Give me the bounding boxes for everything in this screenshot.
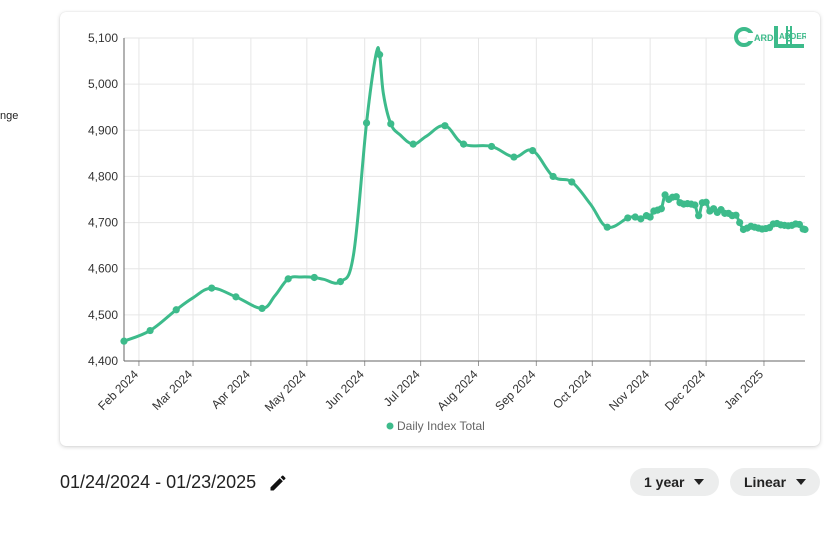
x-tick-label: Apr 2024 xyxy=(209,367,254,412)
data-point[interactable] xyxy=(510,153,518,161)
y-tick-label: 4,600 xyxy=(88,262,118,276)
data-point[interactable] xyxy=(120,337,128,345)
x-tick-label: Sep 2024 xyxy=(492,367,538,413)
data-point[interactable] xyxy=(208,284,216,292)
data-point[interactable] xyxy=(146,326,154,335)
data-point[interactable] xyxy=(284,275,292,283)
data-point[interactable] xyxy=(736,218,744,227)
data-point[interactable] xyxy=(624,214,632,222)
y-tick-label: 4,500 xyxy=(88,308,118,322)
x-tick-label: Dec 2024 xyxy=(662,367,708,413)
data-point[interactable] xyxy=(362,119,371,127)
y-tick-label: 4,700 xyxy=(88,216,118,230)
data-point[interactable] xyxy=(310,273,318,282)
line-chart: 4,400 4,500 4,600 4,700 4,800 4,900 5,000 5,100… xyxy=(88,31,809,433)
legend-marker xyxy=(386,422,394,430)
x-tick-label: Feb 2024 xyxy=(95,367,141,413)
svg-text:ARD: ARD xyxy=(754,33,774,43)
y-tick-label: 4,400 xyxy=(88,354,118,368)
x-tick-label: May 2024 xyxy=(262,367,309,414)
period-dropdown[interactable]: 1 year xyxy=(630,468,719,496)
legend-label[interactable]: Daily Index Total xyxy=(397,419,485,433)
y-tick-label: 5,000 xyxy=(88,77,118,91)
series-line xyxy=(122,46,807,343)
scale-dropdown[interactable]: Linear xyxy=(730,468,820,496)
data-point[interactable] xyxy=(232,293,240,301)
data-point[interactable] xyxy=(568,178,576,186)
chevron-down-icon xyxy=(694,479,705,485)
data-point[interactable] xyxy=(801,225,809,234)
x-tick-label: Jun 2024 xyxy=(322,367,367,412)
x-tick-label: Oct 2024 xyxy=(550,367,595,412)
chart-card: 4,400 4,500 4,600 4,700 4,800 4,900 5,000 5,100… xyxy=(60,12,820,446)
period-dropdown-label: 1 year xyxy=(644,474,685,490)
data-point[interactable] xyxy=(409,140,417,148)
date-range-text: 01/24/2024 - 01/23/2025 xyxy=(60,472,257,492)
scale-dropdown-label: Linear xyxy=(744,474,787,490)
x-tick-label: Jan 2025 xyxy=(721,367,766,412)
svg-text:ADDER: ADDER xyxy=(779,32,806,41)
cropped-side-label: nge xyxy=(0,110,19,122)
data-point[interactable] xyxy=(637,215,645,223)
data-point[interactable] xyxy=(646,213,654,221)
x-tick-label: Mar 2024 xyxy=(149,367,195,413)
date-range: 01/24/2024 - 01/23/2025 xyxy=(60,472,288,493)
data-point[interactable] xyxy=(387,120,395,128)
x-tick-label: Nov 2024 xyxy=(606,367,652,413)
y-tick-label: 5,100 xyxy=(88,31,118,45)
data-point[interactable] xyxy=(172,306,180,314)
card-ladder-logo-mark: ARD ADDER xyxy=(734,26,806,48)
data-point[interactable] xyxy=(695,212,703,220)
data-point[interactable] xyxy=(672,193,680,201)
x-tick-label: Aug 2024 xyxy=(434,367,480,413)
data-point[interactable] xyxy=(732,211,740,219)
x-tick-label: Jul 2024 xyxy=(381,367,423,409)
data-point[interactable] xyxy=(376,51,384,59)
series-daily-index-total xyxy=(120,46,809,345)
data-point[interactable] xyxy=(549,172,557,181)
data-point[interactable] xyxy=(529,146,537,155)
chevron-down-icon xyxy=(796,479,807,485)
data-point[interactable] xyxy=(603,223,611,231)
data-point[interactable] xyxy=(258,304,266,312)
data-point[interactable] xyxy=(702,198,710,206)
data-point[interactable] xyxy=(657,205,665,213)
pencil-icon[interactable] xyxy=(268,473,288,493)
data-point[interactable] xyxy=(336,278,345,286)
y-tick-label: 4,900 xyxy=(88,123,118,137)
data-point[interactable] xyxy=(441,122,449,130)
data-point[interactable] xyxy=(487,142,496,151)
data-point[interactable] xyxy=(691,201,699,209)
card-ladder-logo: ARD ADDER xyxy=(734,24,806,50)
data-point[interactable] xyxy=(631,213,639,221)
y-tick-label: 4,800 xyxy=(88,169,118,183)
legend[interactable]: Daily Index Total xyxy=(386,419,485,433)
data-point[interactable] xyxy=(459,140,468,148)
grid xyxy=(124,37,805,362)
